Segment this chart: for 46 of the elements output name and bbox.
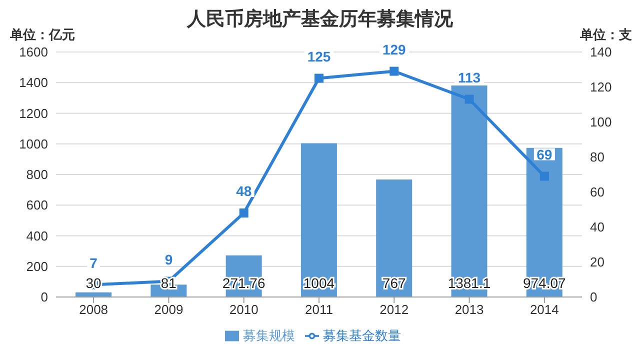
point	[464, 94, 474, 104]
data-label: 81	[160, 275, 177, 291]
legend-label: 募集基金数量	[323, 329, 401, 344]
y2-tick-label: 20	[590, 254, 604, 270]
legend-label: 募集规模	[243, 329, 295, 344]
y-axis-title: 单位：亿元	[10, 27, 75, 44]
bar	[376, 180, 412, 297]
y-tick-label: 1200	[19, 106, 48, 121]
y2-tick-label: 140	[590, 44, 612, 60]
data-label: 48	[236, 183, 252, 199]
data-label: 767	[382, 275, 406, 291]
x-tick-label: 2013	[454, 302, 484, 318]
y-tick-label: 0	[40, 290, 48, 305]
point	[314, 74, 324, 83]
y-tick-label: 1000	[19, 136, 48, 152]
y-tick-label: 600	[26, 198, 48, 213]
y2-tick-label: 40	[590, 220, 604, 235]
data-label: 7	[90, 254, 98, 271]
y2-tick-label: 60	[590, 184, 604, 200]
y-tick-label: 1600	[19, 44, 48, 60]
x-tick-label: 2014	[530, 302, 559, 318]
data-label: 125	[307, 48, 331, 64]
data-label: 69	[536, 146, 552, 162]
y-tick-label: 400	[26, 228, 48, 244]
y-tick-label: 1400	[19, 75, 48, 90]
y2-tick-label: 0	[590, 290, 598, 305]
x-tick-label: 2010	[229, 302, 258, 318]
chart-title: 人民币房地产基金历年募集情况	[187, 8, 453, 30]
bar	[300, 143, 337, 297]
x-tick-label: 2008	[79, 302, 108, 318]
y-tick-label: 800	[26, 167, 48, 182]
y-tick-label: 200	[26, 258, 48, 274]
y2-tick-label: 100	[590, 114, 612, 130]
data-label: 1004	[303, 275, 335, 291]
data-label: 113	[458, 69, 481, 86]
point	[390, 66, 399, 76]
data-label: 9	[164, 251, 173, 268]
data-label: 129	[382, 41, 406, 58]
y2-tick-label: 80	[590, 150, 604, 165]
point	[239, 208, 248, 218]
y2-tick-label: 120	[590, 80, 612, 95]
x-tick-label: 2009	[154, 302, 184, 318]
x-tick-label: 2012	[380, 302, 409, 318]
point	[540, 172, 549, 181]
y2-axis-title: 单位：支	[580, 27, 632, 44]
x-tick-label: 2011	[305, 302, 333, 318]
